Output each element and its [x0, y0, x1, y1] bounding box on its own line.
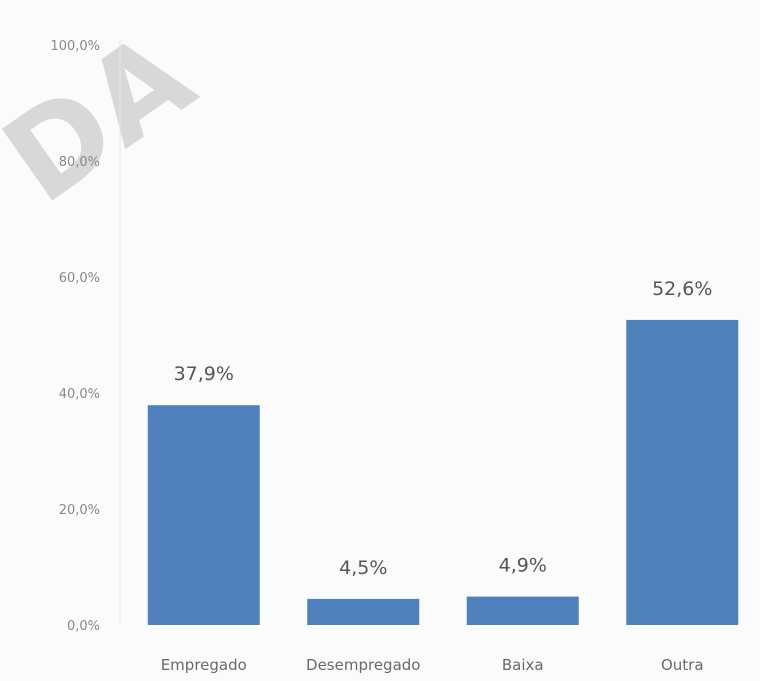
- y-tick-label: 80,0%: [59, 155, 100, 170]
- y-tick-label: 60,0%: [59, 271, 100, 286]
- bar: [466, 596, 579, 625]
- y-axis-ticks: 0,0% 20,0% 40,0% 60,0% 80,0% 100,0%: [50, 39, 100, 634]
- y-tick-label: 0,0%: [67, 619, 100, 634]
- data-label: 4,9%: [499, 555, 547, 577]
- watermark-text: DA: [0, 6, 218, 230]
- category-label: Outra: [661, 656, 704, 674]
- y-tick-label: 20,0%: [59, 503, 100, 518]
- bar: [307, 598, 420, 625]
- category-label: Empregado: [161, 656, 247, 674]
- data-label: 4,5%: [339, 557, 387, 579]
- y-tick-label: 40,0%: [59, 387, 100, 402]
- data-label: 37,9%: [174, 363, 234, 385]
- bars: [147, 319, 739, 625]
- data-labels: 37,9% 4,5% 4,9% 52,6%: [174, 278, 713, 579]
- category-label: Baixa: [502, 656, 544, 674]
- category-labels: Empregado Desempregado Baixa Outra: [161, 656, 704, 674]
- data-label: 52,6%: [652, 278, 712, 300]
- bar: [147, 405, 260, 625]
- bar: [626, 319, 739, 625]
- y-tick-label: 100,0%: [50, 39, 100, 54]
- category-label: Desempregado: [306, 656, 420, 674]
